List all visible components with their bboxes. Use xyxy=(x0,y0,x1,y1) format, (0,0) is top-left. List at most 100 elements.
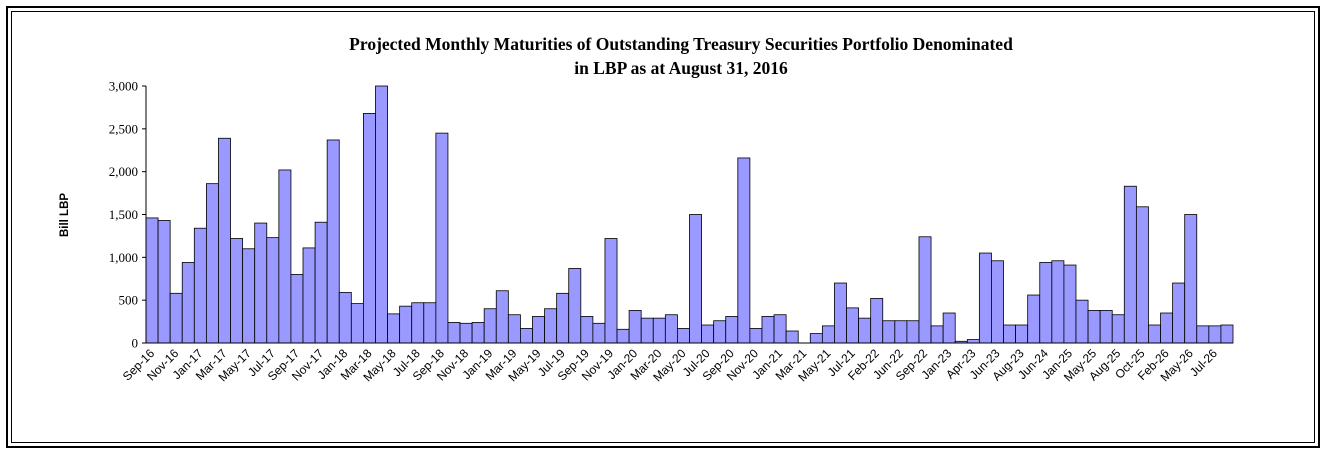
bar xyxy=(423,302,437,344)
y-tick-label: 0 xyxy=(132,336,139,351)
bar xyxy=(689,214,702,344)
bar xyxy=(1111,314,1125,344)
bar xyxy=(375,85,388,344)
bar xyxy=(1063,264,1077,344)
y-tick-label: 1,000 xyxy=(109,250,138,265)
bar xyxy=(930,325,944,344)
bar xyxy=(1123,185,1137,344)
bar xyxy=(532,316,545,344)
chart-inner-border xyxy=(11,11,1315,443)
bar xyxy=(906,320,920,344)
bar xyxy=(145,217,159,344)
bar xyxy=(290,274,304,344)
bar xyxy=(640,317,654,344)
bar xyxy=(169,292,183,344)
bar xyxy=(677,328,690,344)
bar xyxy=(664,314,678,344)
y-tick-label: 3,000 xyxy=(109,79,138,94)
bar xyxy=(568,268,582,344)
bar xyxy=(870,298,884,344)
bar xyxy=(254,222,268,344)
bar xyxy=(894,320,908,344)
x-axis-ticks: Sep-16Nov-16Jan-17Mar-17May-17Jul-17Sep-… xyxy=(120,346,1220,384)
bar xyxy=(1148,324,1161,344)
bar xyxy=(1135,206,1149,344)
bar xyxy=(218,137,231,344)
bar xyxy=(399,305,413,344)
bar xyxy=(507,314,521,344)
bar xyxy=(1220,324,1234,344)
bar xyxy=(1015,324,1029,344)
bar xyxy=(435,132,449,344)
bar xyxy=(326,139,340,344)
bar xyxy=(495,290,509,344)
chart-title-line-1: Projected Monthly Maturities of Outstand… xyxy=(349,34,1013,54)
bar xyxy=(1003,324,1016,344)
bar xyxy=(520,328,533,344)
bar xyxy=(1208,325,1222,344)
bar xyxy=(411,302,425,344)
bar xyxy=(1039,262,1053,344)
bar xyxy=(580,316,594,344)
bar xyxy=(616,328,630,344)
bar xyxy=(1075,299,1089,344)
bar xyxy=(966,339,980,344)
chart-title-line-2: in LBP as at August 31, 2016 xyxy=(574,58,788,78)
bar xyxy=(858,317,872,344)
bar xyxy=(652,317,666,344)
bar xyxy=(749,328,763,344)
bar xyxy=(725,316,739,344)
bar xyxy=(846,307,859,344)
bar xyxy=(193,227,207,344)
y-axis-label: Bill LBP xyxy=(59,193,71,237)
bar xyxy=(387,313,401,344)
bar xyxy=(459,322,473,344)
bar xyxy=(785,330,799,344)
bar xyxy=(761,316,775,344)
bar xyxy=(604,238,618,344)
bar xyxy=(737,157,751,344)
bar xyxy=(918,236,932,344)
bar xyxy=(882,320,896,344)
bar xyxy=(302,247,316,344)
bar xyxy=(471,322,485,344)
bar xyxy=(592,322,606,344)
y-tick-label: 2,500 xyxy=(109,121,138,136)
bar xyxy=(1184,214,1198,344)
bar xyxy=(991,260,1004,344)
bar xyxy=(556,292,570,344)
bar xyxy=(362,113,376,344)
y-tick-label: 2,000 xyxy=(109,164,138,179)
bar xyxy=(942,312,956,344)
bar xyxy=(544,308,558,344)
bar xyxy=(278,169,292,344)
y-tick-label: 1,500 xyxy=(109,207,138,222)
bar xyxy=(1172,282,1186,344)
bar xyxy=(1160,312,1174,344)
bar xyxy=(834,282,847,344)
x-tick-label: Jul-26 xyxy=(1187,346,1220,379)
bar xyxy=(809,333,823,344)
bar xyxy=(230,238,244,344)
bar xyxy=(1051,260,1065,344)
bar xyxy=(181,262,195,344)
bar xyxy=(978,252,992,344)
bar xyxy=(242,248,256,344)
bar xyxy=(821,325,835,344)
bar xyxy=(157,220,171,344)
bar xyxy=(713,320,727,344)
bars xyxy=(145,85,1234,344)
bar xyxy=(773,314,787,344)
bar xyxy=(701,324,715,344)
bar xyxy=(266,237,280,344)
bar xyxy=(1099,310,1113,344)
bar xyxy=(1027,294,1041,344)
bar xyxy=(447,322,461,344)
bar xyxy=(1196,325,1210,344)
bar xyxy=(1087,310,1101,344)
bar xyxy=(314,221,328,344)
bar xyxy=(628,310,642,344)
y-axis-ticks: 0 500 1,000 1,500 2,000 2,500 3,000 xyxy=(109,79,146,351)
y-tick-label: 500 xyxy=(119,293,139,308)
